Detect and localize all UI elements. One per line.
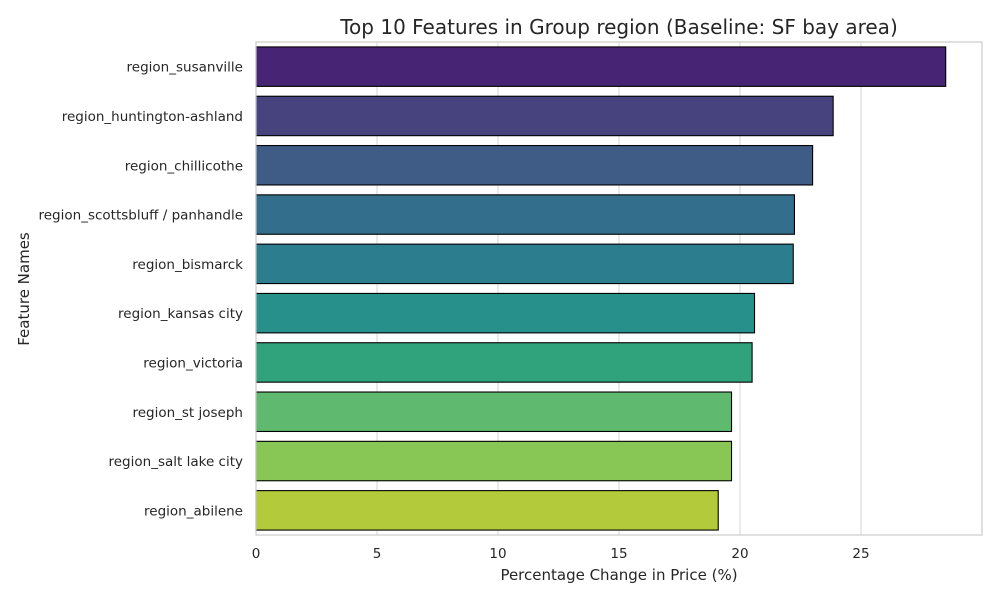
x-tick-label: 15	[610, 546, 627, 562]
y-tick-label: region_scottsbluff / panhandle	[39, 208, 244, 224]
x-tick-label: 25	[852, 546, 869, 562]
x-tick-labels: 0 5 10 15 20 25	[252, 546, 870, 562]
bar-region-bismarck	[255, 243, 794, 285]
y-tick-label: region_abilene	[144, 503, 243, 519]
y-tick-label: region_salt lake city	[109, 454, 244, 470]
bar-region-st-joseph	[255, 391, 733, 433]
bar-region-chillicothe	[255, 144, 814, 186]
y-tick-label: region_victoria	[143, 355, 243, 371]
x-tick-label: 20	[731, 546, 748, 562]
bar-region-kansas-city	[255, 292, 756, 334]
x-tick-label: 5	[373, 546, 382, 562]
y-tick-label: region_huntington-ashland	[62, 109, 243, 125]
bar-region-huntington-ashland	[255, 95, 834, 137]
y-tick-label: region_bismarck	[132, 257, 243, 273]
x-tick-label: 0	[252, 546, 261, 562]
y-tick-label: region_chillicothe	[125, 158, 243, 174]
bar-region-susanville	[255, 46, 947, 87]
chart-title: Top 10 Features in Group region (Baselin…	[339, 15, 898, 39]
bar-region-salt-lake-city	[255, 440, 733, 482]
bar-region-scottsbluff-panhandle	[255, 194, 796, 235]
y-tick-label: region_susanville	[127, 60, 243, 76]
y-tick-label: region_st joseph	[132, 405, 243, 421]
bars	[255, 46, 947, 531]
x-tick-label: 10	[489, 546, 506, 562]
plot-frame	[255, 41, 983, 536]
y-tick-labels: region_susanville region_huntington-ashla…	[39, 60, 244, 520]
bar-region-victoria	[255, 342, 753, 383]
y-axis-label: Feature Names	[15, 232, 33, 346]
y-tick-label: region_kansas city	[118, 306, 243, 322]
bar-region-abilene	[255, 490, 719, 531]
x-axis-label: Percentage Change in Price (%)	[500, 566, 737, 584]
